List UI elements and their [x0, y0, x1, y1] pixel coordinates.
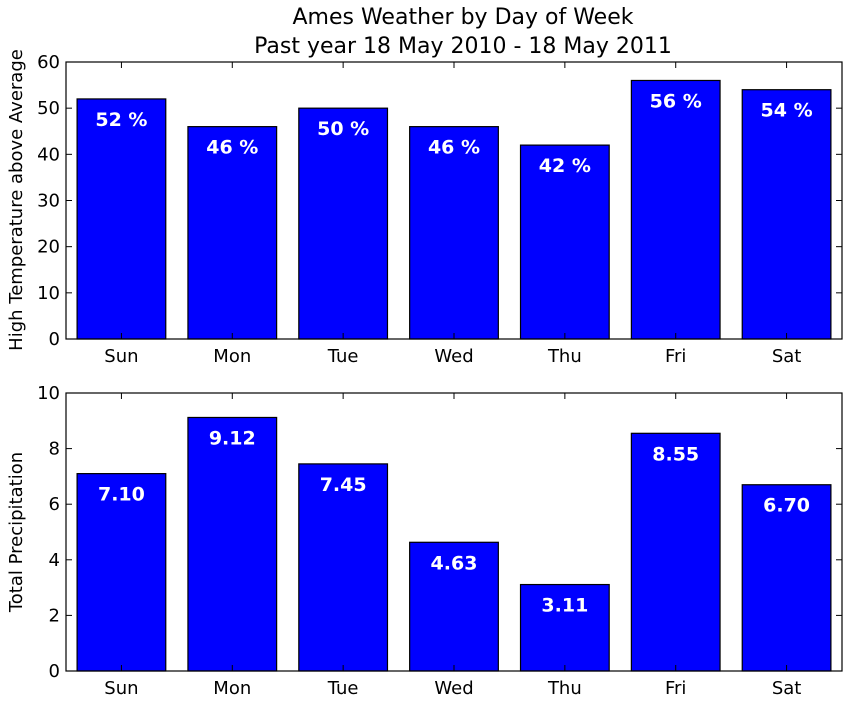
- ytick-label-precipitation: 4: [49, 550, 60, 571]
- bar-precipitation-tue: [298, 463, 389, 672]
- ytick-label-precipitation: 2: [49, 605, 60, 626]
- ytick-label-temperature: 10: [37, 283, 60, 304]
- ytick-label-temperature: 60: [37, 52, 60, 73]
- xtick-label-precipitation-mon: Mon: [213, 678, 251, 699]
- bar-temperature-mon: [187, 126, 278, 340]
- y-axis-label-temperature: High Temperature above Average: [6, 49, 27, 351]
- chart-panels: 52 %46 %50 %46 %42 %56 % 54 %010203040506…: [6, 49, 843, 699]
- bar-label-temperature-sat: 54 %: [761, 100, 813, 122]
- panel-temperature: 52 % 46 % 50 % 46 % 42 % 56 % 54 % 0 10 20 30 40 50 6…: [6, 49, 843, 367]
- bar-precipitation-sun: [76, 473, 167, 672]
- ytick-label-temperature: 30: [37, 191, 60, 212]
- bar-label-precipitation-sat: 6.70: [763, 495, 810, 517]
- xtick-label-temperature-sun: Sun: [104, 346, 138, 367]
- bar-temperature-wed: [409, 126, 499, 340]
- ytick-label-precipitation: 8: [49, 439, 60, 460]
- chart-subtitle: Past year 18 May 2010 - 18 May 2011: [254, 34, 672, 59]
- bar-precipitation-mon: [187, 416, 278, 672]
- bar-label-temperature-thu: 42 %: [539, 155, 591, 177]
- bar-temperature-tue: [298, 107, 389, 340]
- y-axis-label-precipitation: Total Precipitation: [6, 452, 27, 613]
- xtick-label-temperature-thu: Thu: [547, 346, 582, 367]
- bar-label-precipitation-wed: 4.63: [431, 552, 478, 574]
- bar-temperature-thu: [519, 144, 610, 340]
- xtick-label-precipitation-fri: Fri: [665, 678, 686, 699]
- bar-label-temperature-tue: 50 %: [317, 118, 369, 140]
- ytick-label-temperature: 20: [37, 237, 60, 258]
- bar-precipitation-thu: [519, 583, 610, 672]
- xtick-label-precipitation-sat: Sat: [772, 678, 802, 699]
- bar-label-precipitation-sun: 7.10: [98, 484, 145, 506]
- bar-label-temperature-fri: 56 %: [650, 90, 702, 112]
- ytick-label-temperature: 40: [37, 144, 60, 165]
- bar-label-precipitation-fri: 8.55: [652, 443, 699, 465]
- xtick-label-precipitation-wed: Wed: [434, 678, 473, 699]
- xtick-label-temperature-wed: Wed: [434, 346, 473, 367]
- bar-label-temperature-mon: 46 %: [206, 137, 258, 159]
- xtick-label-temperature-tue: Tue: [327, 346, 359, 367]
- bar-label-temperature-wed: 46 %: [428, 137, 480, 159]
- chart-title: Ames Weather by Day of Week: [293, 5, 634, 30]
- bar-temperature-sun: [76, 98, 167, 340]
- ytick-label-precipitation: 0: [49, 661, 60, 682]
- xtick-label-temperature-mon: Mon: [213, 346, 251, 367]
- ytick-label-temperature: 50: [37, 98, 60, 119]
- xtick-label-precipitation-thu: Thu: [547, 678, 582, 699]
- bar-precipitation-fri: [630, 432, 721, 672]
- xtick-label-precipitation-sun: Sun: [104, 678, 138, 699]
- bar-precipitation-wed: [409, 541, 499, 672]
- bar-precipitation-sat: [741, 484, 832, 672]
- xtick-label-temperature-fri: Fri: [665, 346, 686, 367]
- ytick-label-precipitation: 6: [49, 494, 60, 515]
- xtick-label-temperature-sat: Sat: [772, 346, 802, 367]
- bar-temperature-fri: [630, 79, 721, 340]
- xtick-label-precipitation-tue: Tue: [327, 678, 359, 699]
- panel-precipitation: 7.10 9.12 7.45 4.63 3.11 8.55 6.70 0 2 4 6 8 10 Sun Mo…: [6, 383, 843, 699]
- ytick-label-precipitation: 10: [37, 383, 60, 404]
- bar-temperature-sat: [741, 89, 832, 340]
- bar-label-precipitation-tue: 7.45: [320, 474, 367, 496]
- ytick-label-temperature: 0: [49, 329, 60, 350]
- bar-label-temperature-sun: 52 %: [95, 109, 147, 131]
- bar-label-precipitation-thu: 3.11: [541, 595, 588, 617]
- bar-label-precipitation-mon: 9.12: [209, 427, 256, 449]
